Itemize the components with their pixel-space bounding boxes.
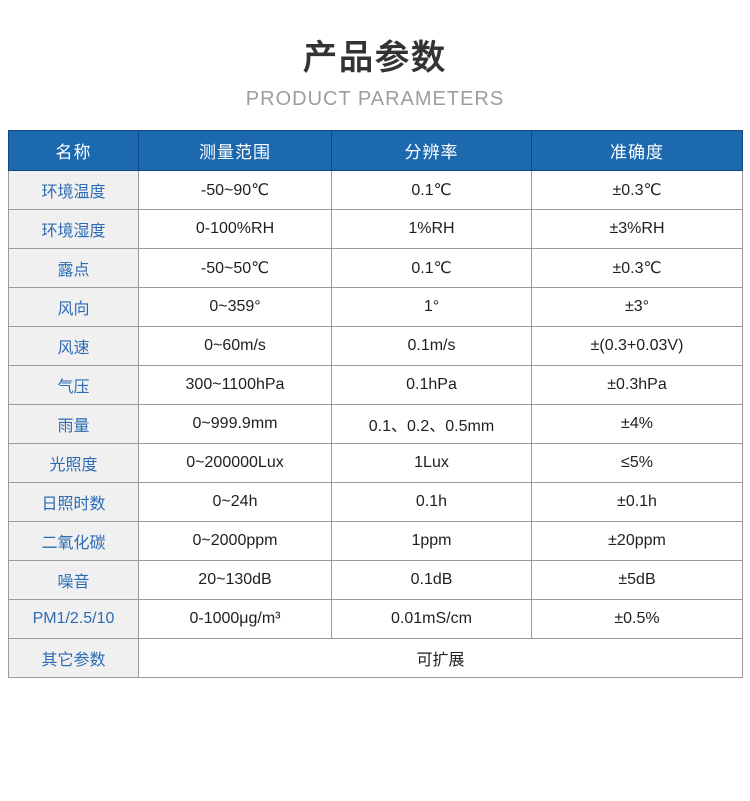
page-subtitle: PRODUCT PARAMETERS [245,87,505,110]
param-name-cell: 风速 [8,325,139,366]
param-name-cell: PM1/2.5/10 [8,598,139,639]
param-resolution-cell: 0.1dB [331,559,532,600]
table-row: 露点 -50~50℃ 0.1℃ ±0.3℃ [8,247,743,288]
page-header: 产品参数 PRODUCT PARAMETERS [0,0,750,111]
table-row: 二氧化碳 0~2000ppm 1ppm ±20ppm [8,520,743,561]
page-title: 产品参数 [303,39,447,77]
param-merged-cell: 可扩展 [138,637,743,678]
param-resolution-cell: 1° [331,286,532,327]
param-resolution-cell: 0.1℃ [331,169,532,210]
param-name-cell: 风向 [8,286,139,327]
param-name-cell: 二氧化碳 [8,520,139,561]
param-range-cell: 0~999.9mm [138,403,332,444]
param-resolution-cell: 1ppm [331,520,532,561]
param-range-cell: 0~2000ppm [138,520,332,561]
param-range-cell: 0-100%RH [138,208,332,249]
table-row: 其它参数 可扩展 [8,637,743,678]
param-accuracy-cell: ≤5% [531,442,743,483]
param-accuracy-cell: ±20ppm [531,520,743,561]
param-name-cell: 日照时数 [8,481,139,522]
table-row: 环境温度 -50~90℃ 0.1℃ ±0.3℃ [8,169,743,210]
param-resolution-cell: 0.1m/s [331,325,532,366]
param-name-cell: 露点 [8,247,139,288]
table-row: 光照度 0~200000Lux 1Lux ≤5% [8,442,743,483]
param-accuracy-cell: ±4% [531,403,743,444]
column-header-range: 测量范围 [138,129,332,171]
table-row: 噪音 20~130dB 0.1dB ±5dB [8,559,743,600]
param-resolution-cell: 0.1℃ [331,247,532,288]
param-name-cell: 环境湿度 [8,208,139,249]
param-accuracy-cell: ±5dB [531,559,743,600]
param-accuracy-cell: ±0.5% [531,598,743,639]
table-row: 雨量 0~999.9mm 0.1、0.2、0.5mm ±4% [8,403,743,444]
param-range-cell: -50~50℃ [138,247,332,288]
param-resolution-cell: 1%RH [331,208,532,249]
column-header-name: 名称 [8,129,139,171]
column-header-accuracy: 准确度 [531,129,743,171]
param-accuracy-cell: ±0.3℃ [531,169,743,210]
param-range-cell: 0~359° [138,286,332,327]
param-resolution-cell: 0.1h [331,481,532,522]
table-row: 风速 0~60m/s 0.1m/s ±(0.3+0.03V) [8,325,743,366]
param-name-cell: 光照度 [8,442,139,483]
param-range-cell: 300~1100hPa [138,364,332,405]
param-accuracy-cell: ±(0.3+0.03V) [531,325,743,366]
param-resolution-cell: 0.1hPa [331,364,532,405]
param-accuracy-cell: ±3° [531,286,743,327]
table-row: 气压 300~1100hPa 0.1hPa ±0.3hPa [8,364,743,405]
param-name-cell: 其它参数 [8,637,139,678]
column-header-resolution: 分辨率 [331,129,532,171]
table-row: PM1/2.5/10 0-1000μg/m³ 0.01mS/cm ±0.5% [8,598,743,639]
param-name-cell: 噪音 [8,559,139,600]
param-name-cell: 气压 [8,364,139,405]
param-accuracy-cell: ±0.3hPa [531,364,743,405]
param-accuracy-cell: ±0.1h [531,481,743,522]
param-range-cell: 0~200000Lux [138,442,332,483]
table-row: 日照时数 0~24h 0.1h ±0.1h [8,481,743,522]
param-range-cell: 0~24h [138,481,332,522]
param-range-cell: 0-1000μg/m³ [138,598,332,639]
table-row: 环境湿度 0-100%RH 1%RH ±3%RH [8,208,743,249]
table-row: 风向 0~359° 1° ±3° [8,286,743,327]
param-accuracy-cell: ±0.3℃ [531,247,743,288]
param-range-cell: 0~60m/s [138,325,332,366]
param-resolution-cell: 1Lux [331,442,532,483]
param-resolution-cell: 0.01mS/cm [331,598,532,639]
param-name-cell: 环境温度 [8,169,139,210]
param-range-cell: 20~130dB [138,559,332,600]
parameters-table: 名称 测量范围 分辨率 准确度 环境温度 -50~90℃ 0.1℃ ±0.3℃ 环境湿度… [8,129,743,678]
table-header-row: 名称 测量范围 分辨率 准确度 [8,129,743,171]
param-name-cell: 雨量 [8,403,139,444]
param-resolution-cell: 0.1、0.2、0.5mm [331,403,532,444]
param-accuracy-cell: ±3%RH [531,208,743,249]
param-range-cell: -50~90℃ [138,169,332,210]
